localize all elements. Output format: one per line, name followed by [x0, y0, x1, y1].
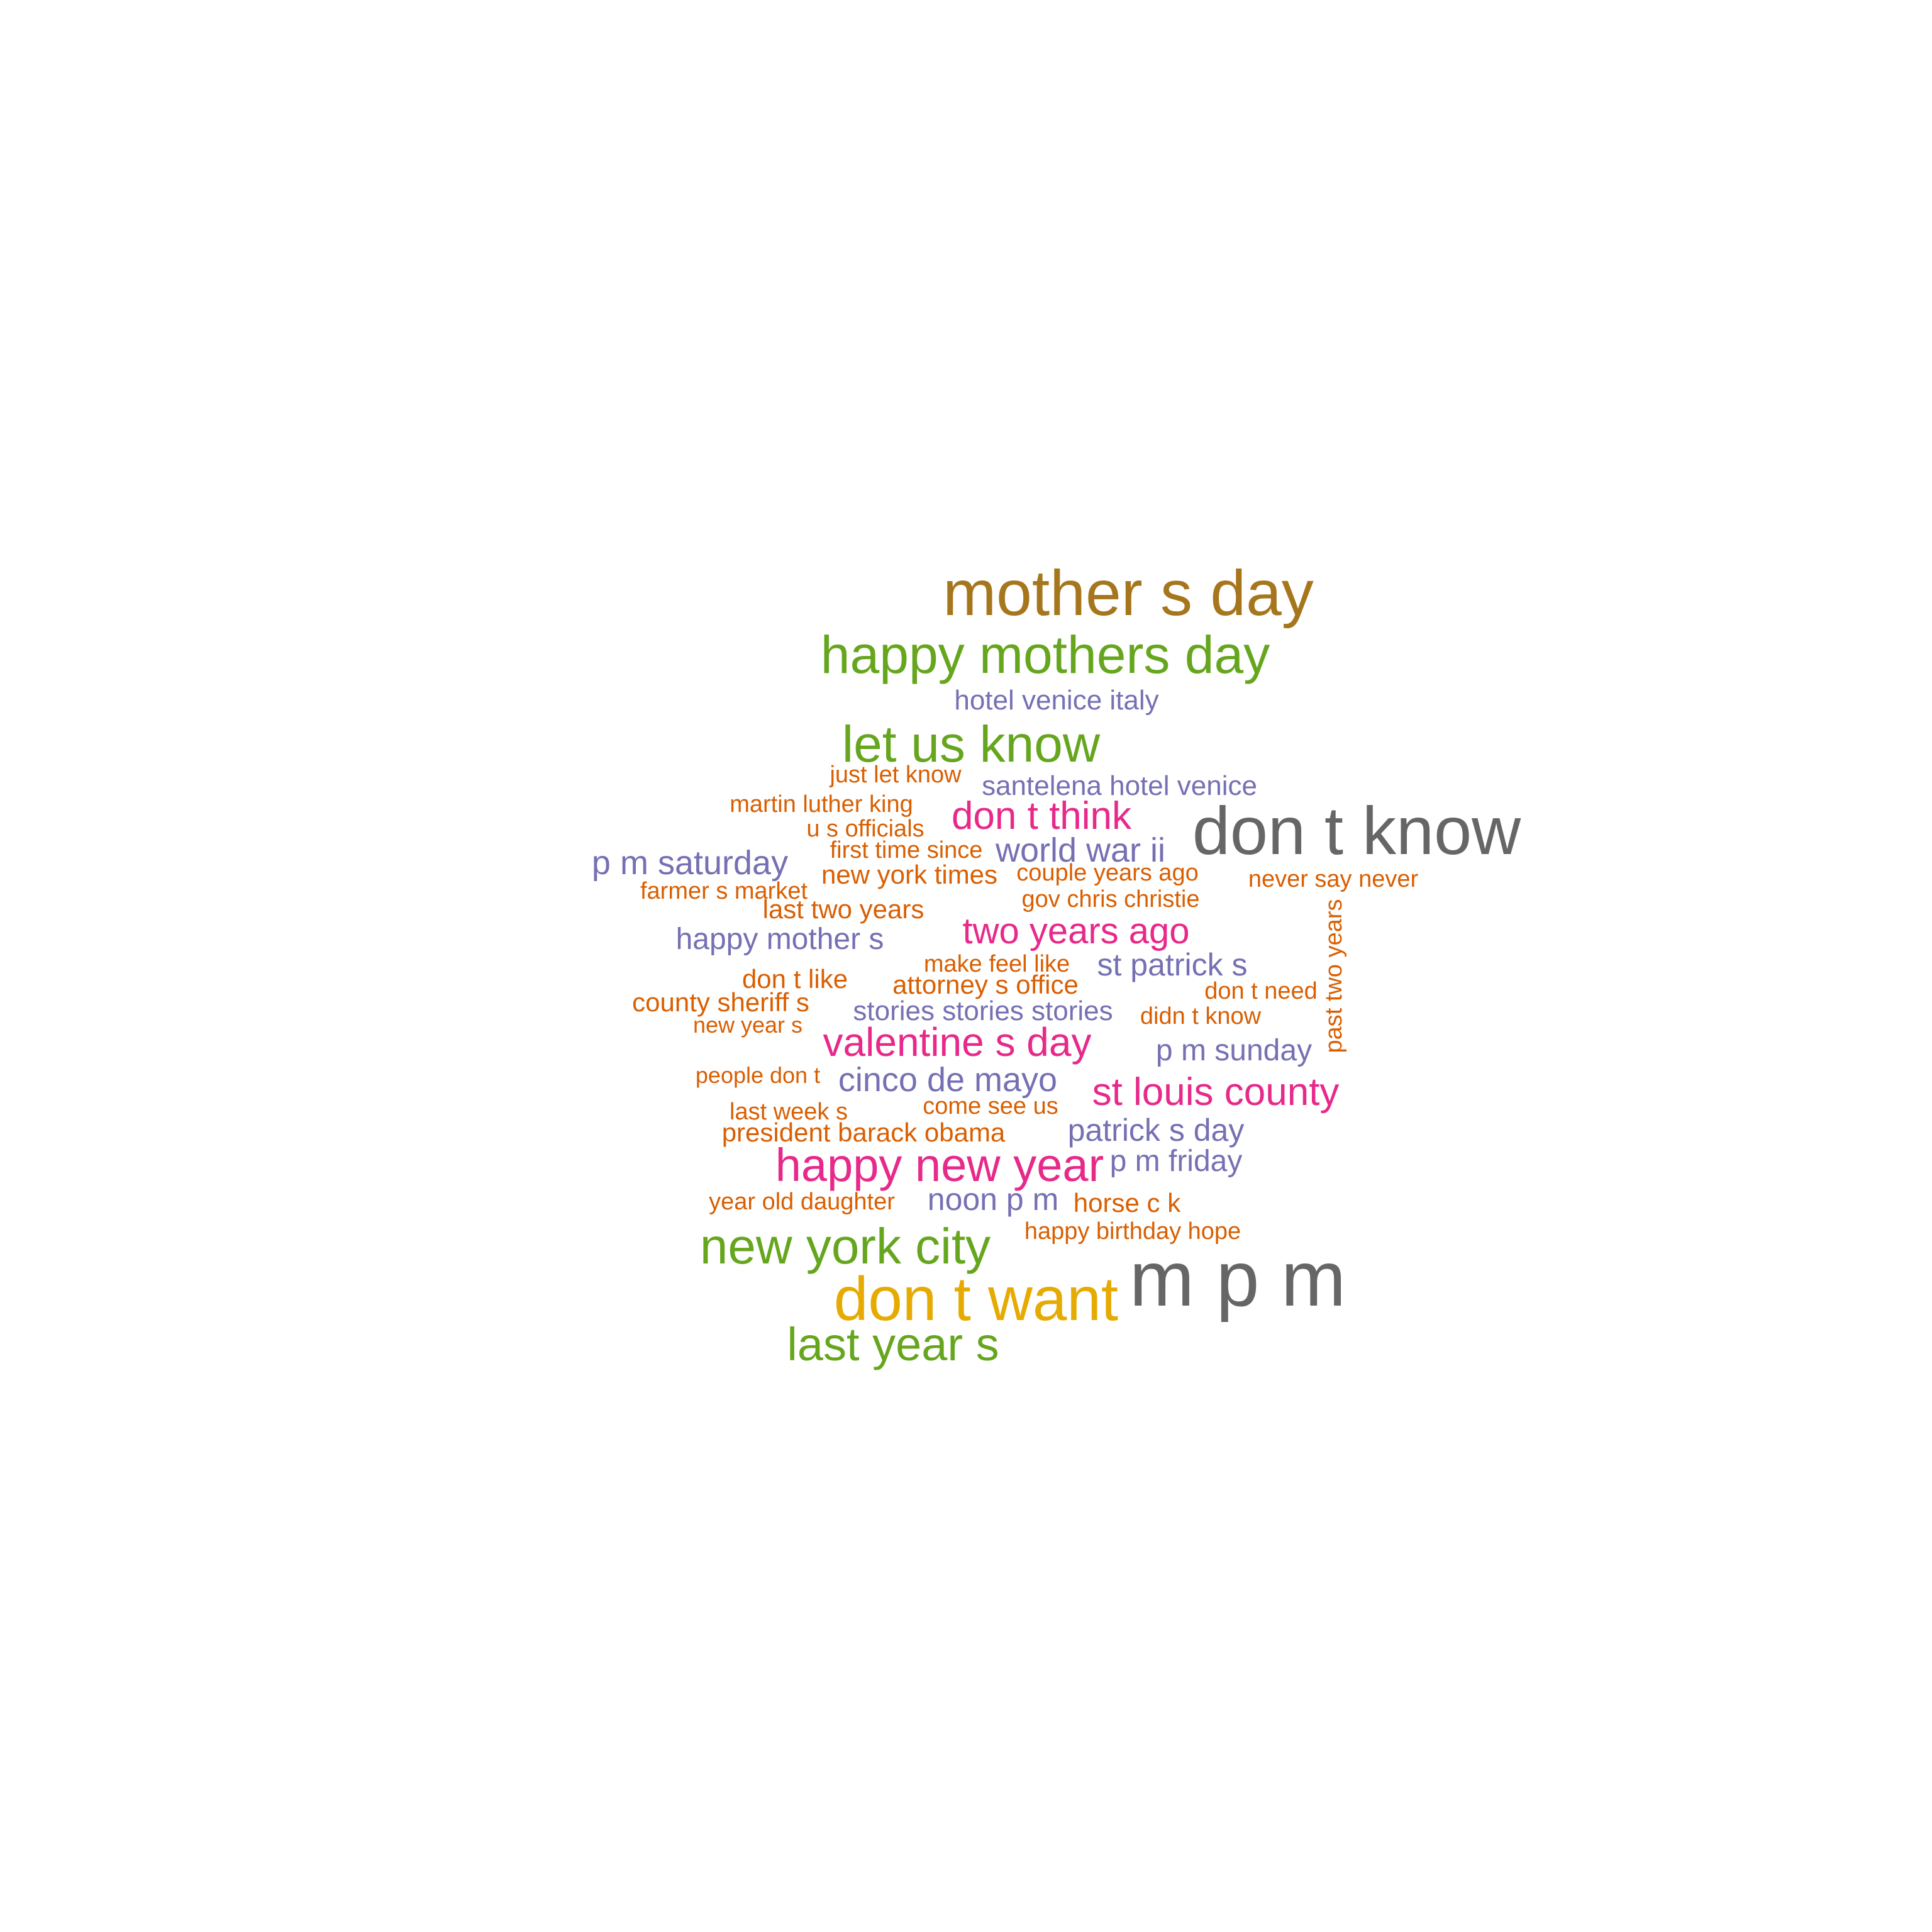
word-don-t-want: don t want — [833, 1264, 1119, 1333]
word-never-say-never: never say never — [1248, 866, 1419, 892]
word-just-let-know: just let know — [830, 762, 962, 788]
word-stories-stories-stories: stories stories stories — [853, 996, 1113, 1026]
word-attorney-s-office: attorney s office — [892, 970, 1079, 999]
word-president-barack-obama: president barack obama — [721, 1118, 1006, 1147]
word-noon-p-m: noon p m — [927, 1182, 1059, 1217]
word-make-feel-like: make feel like — [923, 951, 1070, 977]
word-m-p-m: m p m — [1129, 1236, 1346, 1323]
word-st-patrick-s: st patrick s — [1097, 947, 1248, 982]
word-new-year-s: new year s — [692, 1012, 803, 1038]
word-don-t-need: don t need — [1204, 978, 1318, 1004]
word-last-week-s: last week s — [730, 1099, 848, 1125]
word-hotel-venice-italy: hotel venice italy — [954, 685, 1159, 716]
word-let-us-know: let us know — [841, 716, 1101, 773]
word-st-louis-county: st louis county — [1092, 1070, 1340, 1114]
word-didn-t-know: didn t know — [1140, 1003, 1262, 1030]
word-p-m-saturday: p m saturday — [591, 844, 789, 882]
word-don-t-like: don t like — [741, 964, 848, 994]
word-gov-chris-christie: gov chris christie — [1021, 886, 1200, 913]
word-happy-new-year: happy new year — [775, 1139, 1104, 1191]
word-county-sheriff-s: county sheriff s — [632, 987, 809, 1017]
word-new-york-times: new york times — [821, 860, 998, 889]
word-come-see-us: come see us — [923, 1093, 1058, 1119]
word-happy-mother-s: happy mother s — [675, 923, 884, 956]
word-patrick-s-day: patrick s day — [1067, 1113, 1245, 1148]
word-people-don-t: people don t — [695, 1062, 821, 1088]
word-cinco-de-mayo: cinco de mayo — [838, 1061, 1058, 1099]
word-two-years-ago: two years ago — [962, 911, 1190, 952]
word-new-york-city: new york city — [699, 1218, 991, 1274]
word-valentine-s-day: valentine s day — [823, 1019, 1092, 1065]
word-don-t-know: don t know — [1192, 792, 1521, 869]
word-happy-mothers-day: happy mothers day — [820, 625, 1270, 684]
word-couple-years-ago: couple years ago — [1016, 860, 1199, 886]
word-martin-luther-king: martin luther king — [730, 791, 913, 818]
word-first-time-since: first time since — [830, 837, 983, 863]
word-santelena-hotel-venice: santelena hotel venice — [982, 770, 1257, 801]
word-p-m-sunday: p m sunday — [1155, 1034, 1313, 1067]
word-p-m-friday: p m friday — [1109, 1145, 1243, 1178]
word-happy-birthday-hope: happy birthday hope — [1024, 1218, 1241, 1245]
word-horse-c-k: horse c k — [1073, 1188, 1181, 1218]
word-past-two-years: past two years — [1321, 899, 1347, 1053]
word-u-s-officials: u s officials — [806, 816, 924, 842]
word-year-old-daughter: year old daughter — [709, 1189, 895, 1215]
word-last-two-years: last two years — [762, 894, 924, 924]
word-last-year-s: last year s — [787, 1318, 999, 1370]
word-don-t-think: don t think — [951, 794, 1132, 838]
word-farmer-s-market: farmer s market — [640, 878, 808, 904]
word-world-war-ii: world war ii — [995, 831, 1166, 869]
word-mother-s-day: mother s day — [943, 557, 1314, 629]
